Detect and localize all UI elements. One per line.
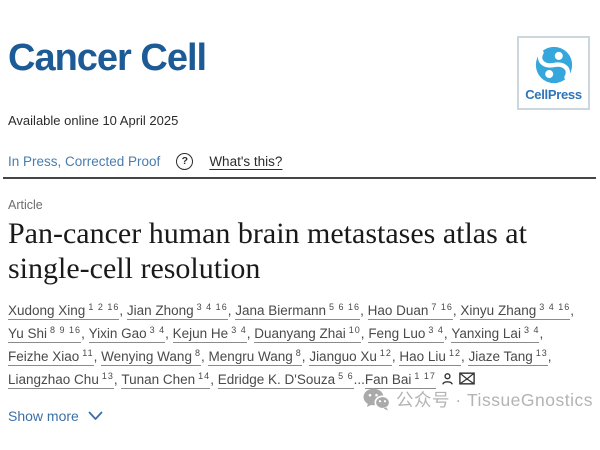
author-link[interactable]: Hao Duan 7 16 — [367, 301, 453, 320]
author-affiliation-superscript: 12 — [448, 347, 461, 358]
cellpress-logo-text: CellPress — [525, 87, 582, 102]
author-entry: Yu Shi 8 9 16, — [8, 324, 89, 343]
author-link[interactable]: Mengru Wang 8 — [208, 347, 302, 366]
author-entry: Tunan Chen 14, — [121, 370, 218, 389]
status-row: In Press, Corrected Proof ? What's this? — [8, 152, 592, 170]
author-affiliation-superscript: 10 — [348, 324, 361, 335]
author-affiliation-superscript: 8 — [194, 347, 201, 358]
author-link[interactable]: Jian Zhong 3 4 16 — [126, 301, 228, 320]
author-entry: Yanxing Lai 3 4, — [451, 324, 544, 343]
author-link[interactable]: Duanyang Zhai 10 — [254, 324, 361, 343]
author-entry: Liangzhao Chu 13, — [8, 370, 122, 389]
journal-header: Cancer Cell CellPress — [0, 0, 600, 112]
show-more-label: Show more — [8, 408, 79, 424]
author-entry: Jianguo Xu 12, — [309, 347, 400, 366]
person-icon[interactable] — [441, 372, 454, 386]
author-link[interactable]: Feizhe Xiao 11 — [8, 347, 94, 366]
author-link[interactable]: Liangzhao Chu 13 — [8, 370, 114, 389]
author-affiliation-superscript: 3 4 — [523, 324, 540, 335]
in-press-status-link[interactable]: In Press, Corrected Proof — [8, 153, 161, 169]
author-entry: Hao Liu 12, — [399, 347, 469, 366]
article-type-label: Article — [8, 198, 43, 212]
article-title: Pan-cancer human brain metastases atlas … — [8, 217, 527, 285]
author-affiliation-superscript: 8 — [295, 347, 302, 358]
author-link[interactable]: Wenying Wang 8 — [101, 347, 201, 366]
author-affiliation-superscript: 14 — [198, 370, 211, 381]
author-affiliation-superscript: 13 — [101, 370, 114, 381]
author-list: Xudong Xing 1 2 16, Jian Zhong 3 4 16, Jan… — [8, 299, 592, 391]
author-entry: Wenying Wang 8, — [101, 347, 209, 366]
author-link[interactable]: Hao Liu 12 — [399, 347, 461, 366]
author-link[interactable]: Xinyu Zhang 3 4 16 — [460, 301, 571, 320]
author-entry: Feng Luo 3 4, — [368, 324, 452, 343]
author-affiliation-superscript: 7 16 — [431, 301, 453, 312]
author-link[interactable]: Kejun He 3 4 — [172, 324, 247, 343]
author-affiliation-superscript: 1 2 16 — [88, 301, 120, 312]
corresponding-author-icons — [441, 372, 475, 386]
author-entry: Jian Zhong 3 4 16, — [126, 301, 236, 320]
author-affiliation-superscript: 1 17 — [414, 370, 436, 381]
watermark: 公众号 · TissueGnostics — [363, 387, 593, 412]
author-entry: Kejun He 3 4, — [172, 324, 255, 343]
author-entry: Jiaze Tang 13, — [468, 347, 552, 366]
wechat-icon — [363, 388, 390, 411]
author-entry: Jana Biermann 5 6 16, — [235, 301, 368, 320]
help-question-icon[interactable]: ? — [176, 152, 194, 170]
author-affiliation-superscript: 3 4 — [428, 324, 444, 335]
email-icon[interactable] — [459, 372, 475, 386]
author-affiliation-superscript: 5 6 16 — [329, 301, 361, 312]
author-entry: Fan Bai 1 17 — [364, 370, 475, 389]
author-entry: Yixin Gao 3 4, — [88, 324, 173, 343]
header-divider — [3, 177, 596, 179]
author-entry: Xinyu Zhang 3 4 16, — [460, 301, 575, 320]
author-entry: Feizhe Xiao 11, — [8, 347, 102, 366]
author-link[interactable]: Feng Luo 3 4 — [368, 324, 444, 343]
whats-this-link[interactable]: What's this? — [209, 153, 283, 169]
author-link[interactable]: Jana Biermann 5 6 16 — [235, 301, 361, 320]
author-affiliation-superscript: 12 — [379, 347, 392, 358]
author-link[interactable]: Yu Shi 8 9 16 — [8, 324, 82, 343]
author-link[interactable]: Edridge K. D'Souza 5 6 — [217, 370, 354, 389]
author-link[interactable]: Tunan Chen 14 — [121, 370, 211, 389]
author-affiliation-superscript: 8 9 16 — [50, 324, 82, 335]
author-link[interactable]: Yixin Gao 3 4 — [88, 324, 166, 343]
author-link[interactable]: Jiaze Tang 13 — [468, 347, 548, 366]
author-entry: Hao Duan 7 16, — [367, 301, 461, 320]
author-affiliation-superscript: 3 4 — [231, 324, 247, 335]
author-affiliation-superscript: 3 4 — [149, 324, 166, 335]
cellpress-swirl-icon — [535, 46, 572, 84]
available-online-date: Available online 10 April 2025 — [8, 113, 179, 128]
author-entry: Edridge K. D'Souza 5 6... — [217, 370, 365, 389]
author-entry: Xudong Xing 1 2 16, — [8, 301, 127, 320]
author-entry: Mengru Wang 8, — [208, 347, 310, 366]
chevron-down-icon — [88, 411, 103, 420]
author-link[interactable]: Jianguo Xu 12 — [309, 347, 392, 366]
author-affiliation-superscript: 3 4 16 — [196, 301, 228, 312]
author-link[interactable]: Yanxing Lai 3 4 — [451, 324, 540, 343]
author-link[interactable]: Xudong Xing 1 2 16 — [8, 301, 120, 320]
author-affiliation-superscript: 5 6 — [338, 370, 354, 381]
journal-title: Cancer Cell — [8, 37, 207, 79]
author-link[interactable]: Fan Bai 1 17 — [364, 370, 436, 389]
author-affiliation-superscript: 11 — [82, 347, 94, 358]
cellpress-logo[interactable]: CellPress — [517, 36, 590, 110]
show-more-button[interactable]: Show more — [8, 408, 103, 424]
watermark-text: 公众号 · TissueGnostics — [395, 390, 593, 410]
author-affiliation-superscript: 3 4 16 — [539, 301, 571, 312]
author-affiliation-superscript: 13 — [535, 347, 548, 358]
author-entry: Duanyang Zhai 10, — [254, 324, 369, 343]
